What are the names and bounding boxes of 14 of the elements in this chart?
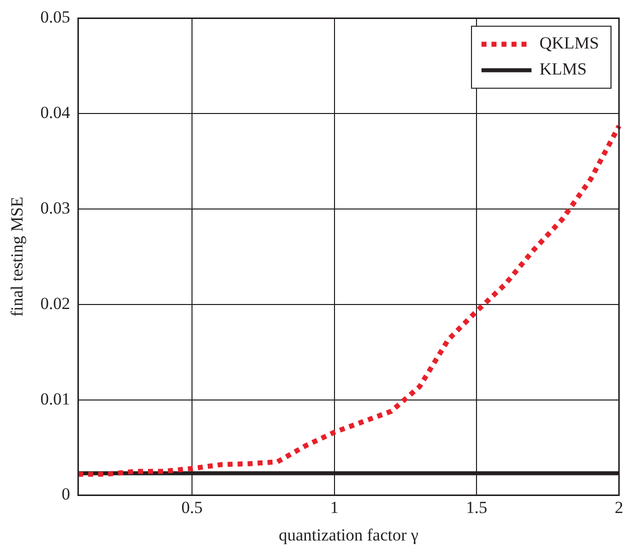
y-tick-label: 0.05 — [40, 8, 70, 27]
y-tick-label: 0.02 — [40, 294, 70, 313]
x-axis-title: quantization factor γ — [278, 525, 419, 544]
x-tick-label: 1.5 — [466, 498, 488, 517]
x-tick-label: 1 — [330, 498, 339, 517]
legend-label: QKLMS — [539, 34, 600, 53]
y-tick-label: 0.03 — [40, 198, 70, 218]
y-tick-label: 0 — [62, 484, 70, 504]
x-tick-label: 0.5 — [181, 498, 203, 517]
y-axis-title: final testing MSE — [8, 196, 27, 317]
y-tick-label: 0.01 — [40, 389, 70, 408]
x-tick-label: 2 — [614, 498, 624, 517]
legend-label: KLMS — [539, 60, 587, 79]
y-tick-label: 0.04 — [40, 103, 71, 122]
